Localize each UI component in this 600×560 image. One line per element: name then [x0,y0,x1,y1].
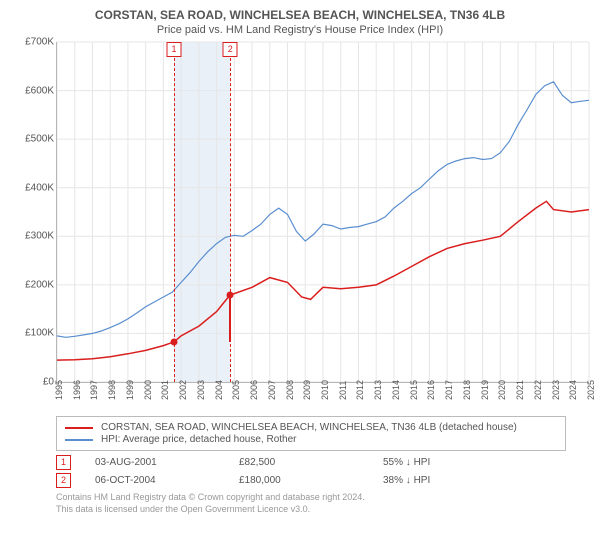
y-axis: £0£100K£200K£300K£400K£500K£600K£700K [12,42,56,382]
marker-line [230,58,231,382]
event-price: £180,000 [239,475,359,486]
y-tick: £200K [25,279,54,290]
legend-item: CORSTAN, SEA ROAD, WINCHELSEA BEACH, WIN… [65,422,557,433]
x-tick: 2024 [568,380,578,400]
footer-line-2: This data is licensed under the Open Gov… [56,504,588,516]
event-marker-box: 1 [56,455,71,470]
x-tick: 2011 [338,381,348,400]
x-tick: 2007 [267,380,277,400]
event-price: £82,500 [239,457,359,468]
x-tick: 2020 [497,380,507,400]
y-tick: £0 [43,377,54,388]
x-tick: 2023 [551,380,561,400]
x-tick: 1999 [125,380,135,400]
x-tick: 2022 [533,380,543,400]
footer-line-1: Contains HM Land Registry data © Crown c… [56,492,588,504]
legend-label: CORSTAN, SEA ROAD, WINCHELSEA BEACH, WIN… [101,422,517,433]
y-tick: £600K [25,85,54,96]
x-tick: 1995 [54,380,64,400]
event-dot [171,338,178,345]
event-row: 2 06-OCT-2004 £180,000 38% ↓ HPI [56,473,566,488]
y-tick: £300K [25,231,54,242]
marker-line [174,58,175,382]
events-table: 1 03-AUG-2001 £82,500 55% ↓ HPI 2 06-OCT-2004… [56,455,566,488]
x-tick: 2019 [480,380,490,400]
x-tick: 1997 [89,380,99,400]
event-marker-box: 2 [56,473,71,488]
event-delta: 38% ↓ HPI [383,475,503,486]
x-tick: 2002 [178,380,188,400]
y-tick: £400K [25,182,54,193]
x-tick: 2009 [302,380,312,400]
y-tick: £500K [25,134,54,145]
x-tick: 2025 [586,380,596,400]
x-tick: 2013 [373,380,383,400]
legend-swatch [65,427,93,429]
x-tick: 2003 [196,380,206,400]
x-tick: 2001 [160,380,170,400]
event-row: 1 03-AUG-2001 £82,500 55% ↓ HPI [56,455,566,470]
y-tick: £100K [25,328,54,339]
x-tick: 2012 [355,380,365,400]
x-tick: 2016 [426,380,436,400]
x-tick: 2014 [391,380,401,400]
x-tick: 2008 [285,380,295,400]
x-tick: 2005 [231,380,241,400]
x-tick: 2006 [249,380,259,400]
x-tick: 2004 [214,380,224,400]
chart-subtitle: Price paid vs. HM Land Registry's House … [12,24,588,36]
x-tick: 2000 [143,380,153,400]
legend: CORSTAN, SEA ROAD, WINCHELSEA BEACH, WIN… [56,416,566,451]
event-date: 03-AUG-2001 [95,457,215,468]
x-tick: 2010 [320,380,330,400]
legend-label: HPI: Average price, detached house, Roth… [101,434,297,445]
event-date: 06-OCT-2004 [95,475,215,486]
plot-area: 12 [56,42,589,383]
marker-box: 2 [223,42,238,57]
x-tick: 2017 [444,380,454,400]
legend-swatch [65,439,93,441]
x-tick: 2015 [409,380,419,400]
x-tick: 2018 [462,380,472,400]
marker-box: 1 [167,42,182,57]
y-tick: £700K [25,37,54,48]
x-tick: 2021 [515,380,525,400]
event-delta: 55% ↓ HPI [383,457,503,468]
chart-title: CORSTAN, SEA ROAD, WINCHELSEA BEACH, WIN… [12,8,588,22]
x-tick: 1998 [107,380,117,400]
x-tick: 1996 [72,380,82,400]
footer: Contains HM Land Registry data © Crown c… [56,492,588,515]
chart-area: £0£100K£200K£300K£400K£500K£600K£700K 12… [12,42,588,412]
event-dot [227,291,234,298]
x-axis: 1995199619971998199920002001200220032004… [56,384,588,412]
legend-item: HPI: Average price, detached house, Roth… [65,434,557,445]
